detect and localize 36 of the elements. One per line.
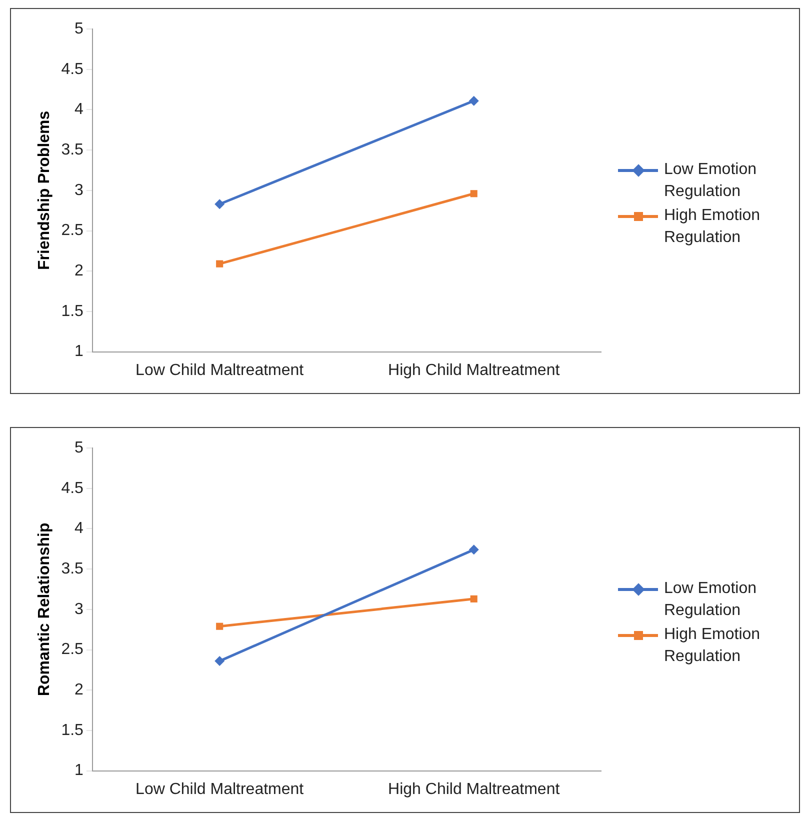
y-tick-label: 1 [74,762,84,780]
point [216,622,224,630]
y-tick-label: 2 [74,262,84,280]
x-tick-label: High Child Maltreatment [388,780,560,798]
y-tick-label: 3 [74,182,84,199]
y-axis-title: Friendship Problems [36,110,54,270]
point [216,260,224,268]
y-tick-label: 2.5 [61,222,84,240]
y-tick-label: 1.5 [61,302,84,320]
x-tick-label: Low Child Maltreatment [136,780,304,798]
y-tick-label: 3.5 [61,141,84,158]
legend-label: High Emotion Regulation [664,207,760,246]
y-tick-label: 3.5 [61,560,84,578]
y-tick-label: 5 [74,20,84,38]
point [214,656,225,666]
legend-label: Low Emotion Regulation [664,161,756,200]
y-tick-label: 4 [74,520,84,538]
x-tick-label: High Child Maltreatment [388,362,560,379]
legend-label: High Emotion Regulation [664,626,760,665]
y-axis-title: Romantic Relationship [36,522,54,696]
y-tick-label: 5 [74,439,84,456]
legend-label: Low Emotion Regulation [664,580,756,619]
x-tick-label: Low Child Maltreatment [136,362,304,379]
y-tick-label: 1.5 [61,722,84,739]
y-tick-label: 4.5 [61,60,84,78]
point [468,96,479,106]
point [470,190,478,198]
y-tick-label: 4 [74,101,84,118]
point [468,544,479,555]
y-tick-label: 3 [74,600,84,618]
y-tick-label: 2.5 [61,641,84,658]
y-tick-label: 1 [74,343,84,360]
y-tick-label: 2 [74,682,84,699]
y-tick-label: 4.5 [61,480,84,497]
point [470,595,478,602]
point [214,199,225,210]
